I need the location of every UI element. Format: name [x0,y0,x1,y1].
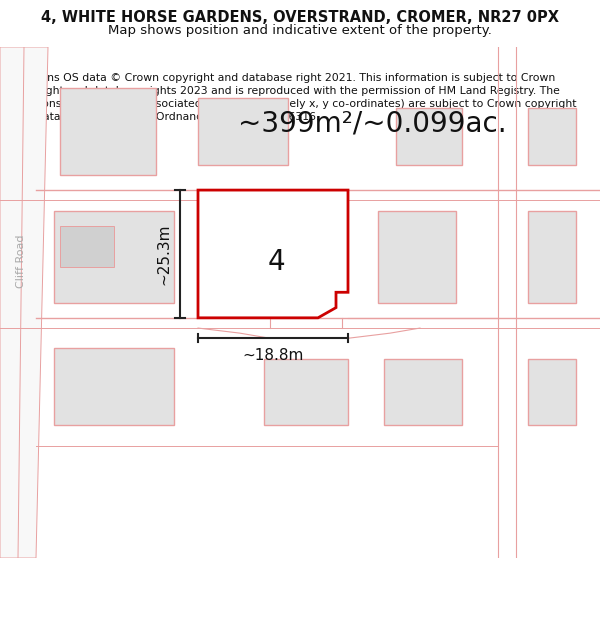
Text: ~18.8m: ~18.8m [242,349,304,364]
Text: ~399m²/~0.099ac.: ~399m²/~0.099ac. [238,109,506,138]
Bar [264,359,348,425]
Bar [528,108,576,164]
Bar [396,108,462,164]
Bar [528,211,576,302]
Bar [528,359,576,425]
Bar [60,226,114,267]
Text: 4, WHITE HORSE GARDENS, OVERSTRAND, CROMER, NR27 0PX: 4, WHITE HORSE GARDENS, OVERSTRAND, CROM… [41,11,559,26]
Bar [216,221,282,282]
Text: Map shows position and indicative extent of the property.: Map shows position and indicative extent… [108,24,492,37]
Bar [60,88,156,175]
Bar [54,211,174,302]
Text: Contains OS data © Crown copyright and database right 2021. This information is : Contains OS data © Crown copyright and d… [12,72,577,122]
Bar [378,211,456,302]
Bar [384,359,462,425]
Polygon shape [198,190,348,318]
Bar [54,349,174,425]
Text: 4: 4 [267,248,285,276]
Text: ~25.3m: ~25.3m [156,223,171,285]
Bar [198,98,288,164]
Polygon shape [0,47,48,558]
Text: Cliff Road: Cliff Road [16,235,26,288]
